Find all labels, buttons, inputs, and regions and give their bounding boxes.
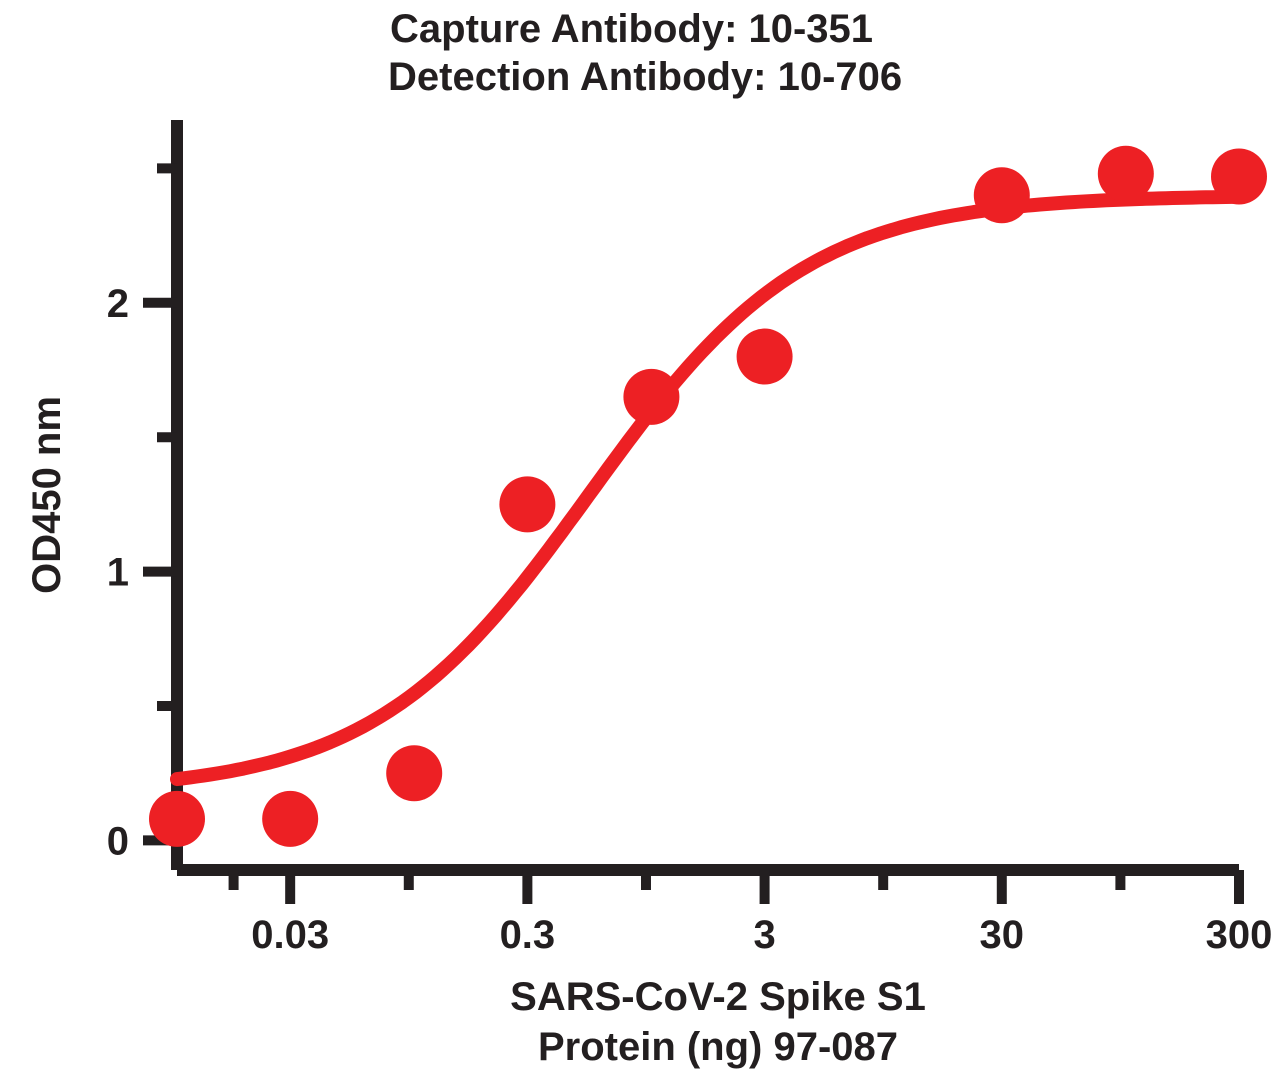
data-point (386, 745, 442, 801)
data-point (499, 476, 555, 532)
y-tick-label: 2 (107, 282, 129, 326)
x-tick-label: 30 (980, 913, 1025, 957)
data-point (623, 369, 679, 425)
y-tick-label: 1 (107, 551, 129, 595)
data-point (974, 167, 1030, 223)
data-point (1211, 148, 1267, 204)
x-tick-label: 0.3 (500, 913, 556, 957)
data-point (262, 791, 318, 847)
data-point (737, 329, 793, 385)
x-tick-label: 0.03 (251, 913, 329, 957)
x-tick-label: 3 (753, 913, 775, 957)
x-axis-label-line-1: SARS-CoV-2 Spike S1 (510, 975, 926, 1019)
y-tick-label: 0 (107, 819, 129, 863)
chart-title-line-2: Detection Antibody: 10-706 (388, 55, 902, 99)
x-tick-label: 300 (1206, 913, 1273, 957)
x-axis-label-line-2: Protein (ng) 97-087 (538, 1025, 898, 1069)
elisa-dose-response-chart: Capture Antibody: 10-351Detection Antibo… (0, 0, 1280, 1086)
data-point (1098, 146, 1154, 202)
fit-curve (177, 197, 1239, 779)
chart-title-line-1: Capture Antibody: 10-351 (390, 7, 873, 51)
data-point (149, 791, 205, 847)
y-axis-label: OD450 nm (25, 396, 69, 594)
